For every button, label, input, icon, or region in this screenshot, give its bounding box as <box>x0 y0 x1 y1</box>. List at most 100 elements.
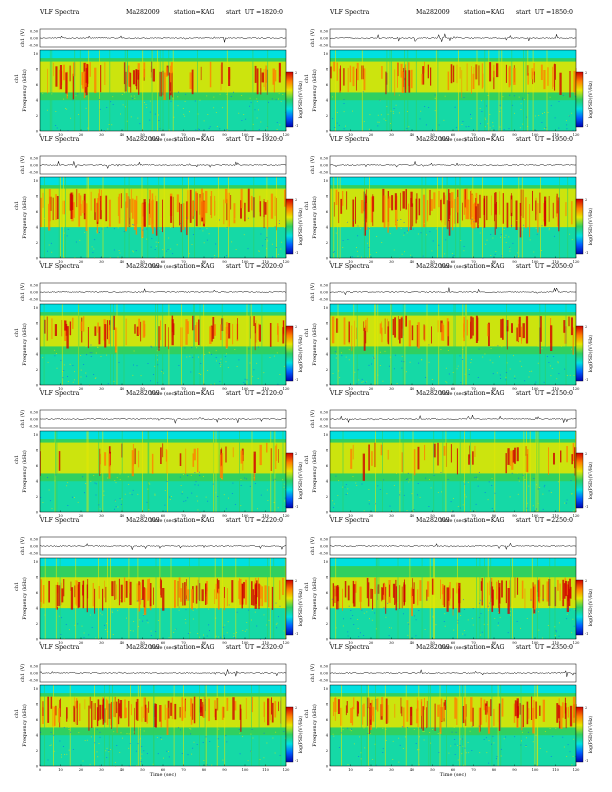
heatmap-speckle <box>406 727 408 728</box>
heatmap-speckle <box>147 363 149 364</box>
panel-station: station=KAG <box>464 517 505 524</box>
heatmap-sferic <box>559 177 560 258</box>
heatmap-speckle <box>192 747 194 749</box>
heatmap-streak <box>210 191 213 219</box>
heatmap-speckle <box>434 345 436 347</box>
heatmap-streak <box>197 579 199 600</box>
time-tick-label: 90 <box>222 514 227 518</box>
heatmap-streak <box>199 197 201 226</box>
heatmap-streak <box>400 63 403 78</box>
heatmap-speckle <box>506 362 508 364</box>
heatmap-speckle <box>499 616 501 618</box>
heatmap-speckle <box>549 728 551 729</box>
heatmap-speckle <box>494 253 496 255</box>
heatmap-speckle <box>562 736 564 738</box>
freq-tick-label: 4 <box>326 479 329 483</box>
heatmap-speckle <box>226 227 228 228</box>
heatmap-speckle <box>367 242 368 244</box>
heatmap-sferic <box>88 177 89 258</box>
heatmap-streak <box>142 320 146 338</box>
freq-tick-label: 2 <box>326 114 328 118</box>
heatmap-speckle <box>409 479 411 481</box>
time-tick-label: 30 <box>389 387 394 391</box>
time-tick-label: 40 <box>410 133 415 137</box>
heatmap-sferic <box>203 304 205 385</box>
panel-date: Ma282009 <box>416 517 450 524</box>
heatmap-speckle <box>141 598 143 600</box>
heatmap-streak <box>228 323 231 339</box>
heatmap-speckle <box>370 733 372 735</box>
heatmap-speckle <box>463 246 465 247</box>
heatmap-speckle <box>90 480 92 482</box>
heatmap-speckle <box>99 508 101 510</box>
heatmap-speckle <box>143 730 145 732</box>
heatmap-speckle <box>93 475 95 476</box>
heatmap-speckle <box>85 372 87 374</box>
heatmap-streak <box>205 583 207 605</box>
heatmap-sferic <box>148 431 150 512</box>
heatmap-speckle <box>122 104 124 106</box>
heatmap-streak <box>352 444 354 460</box>
time-tick-label: 60 <box>451 133 456 137</box>
heatmap-streak <box>452 201 454 231</box>
heatmap-streak <box>354 581 357 593</box>
heatmap-streak <box>387 318 388 342</box>
heatmap-streak <box>422 706 424 731</box>
heatmap-streak <box>208 698 210 722</box>
time-tick-label: 30 <box>389 260 394 264</box>
heatmap-streak <box>215 583 218 600</box>
heatmap-streak <box>164 324 166 347</box>
freq-tick-label: 0 <box>326 510 329 514</box>
heatmap-sferic <box>274 431 276 512</box>
time-tick-label: 80 <box>492 768 497 772</box>
time-tick-label: 30 <box>99 133 104 137</box>
heatmap-speckle <box>503 229 505 230</box>
heatmap-speckle <box>514 375 516 377</box>
heatmap-speckle <box>333 344 335 346</box>
heatmap-speckle <box>546 356 548 357</box>
heatmap-streak <box>106 320 108 340</box>
heatmap-speckle <box>63 256 65 258</box>
heatmap-streak <box>254 65 257 83</box>
heatmap-streak <box>463 189 466 215</box>
heatmap-speckle <box>354 371 356 373</box>
heatmap-speckle <box>367 733 369 734</box>
heatmap-streak <box>46 316 48 341</box>
time-tick-label: 80 <box>202 387 207 391</box>
heatmap-streak <box>468 454 471 465</box>
heatmap-streak <box>383 195 386 228</box>
heatmap-streak <box>47 696 50 723</box>
heatmap-speckle <box>471 617 473 619</box>
heatmap-speckle <box>64 754 65 755</box>
heatmap-low-band <box>40 608 286 639</box>
amplitude-axis-label: ch1 (V) <box>309 29 316 47</box>
heatmap-speckle <box>77 623 79 625</box>
heatmap-streak <box>253 316 255 326</box>
heatmap-streak <box>119 700 123 719</box>
heatmap-speckle <box>521 731 523 733</box>
heatmap-speckle <box>196 744 198 745</box>
heatmap-speckle <box>558 127 560 129</box>
heatmap-speckle <box>215 220 217 222</box>
heatmap-speckle <box>426 234 427 236</box>
freq-tick-label: 10 <box>33 433 38 437</box>
heatmap-streak <box>459 67 461 79</box>
heatmap-streak <box>61 588 64 603</box>
heatmap-speckle <box>222 107 223 109</box>
heatmap-speckle <box>340 732 342 734</box>
heatmap-speckle <box>462 633 464 635</box>
heatmap-speckle <box>224 356 226 357</box>
heatmap-streak <box>72 317 74 329</box>
heatmap-speckle <box>63 370 65 372</box>
heatmap-speckle <box>427 472 429 473</box>
heatmap-speckle <box>189 111 190 113</box>
heatmap-speckle <box>214 383 216 385</box>
heatmap-streak <box>244 202 246 222</box>
time-tick-label: 70 <box>181 260 186 264</box>
heatmap-speckle <box>67 376 68 377</box>
amp-tick-label: -0.30 <box>29 44 39 48</box>
heatmap-speckle <box>54 480 56 482</box>
heatmap-streak <box>431 578 435 595</box>
heatmap-speckle <box>525 745 527 746</box>
